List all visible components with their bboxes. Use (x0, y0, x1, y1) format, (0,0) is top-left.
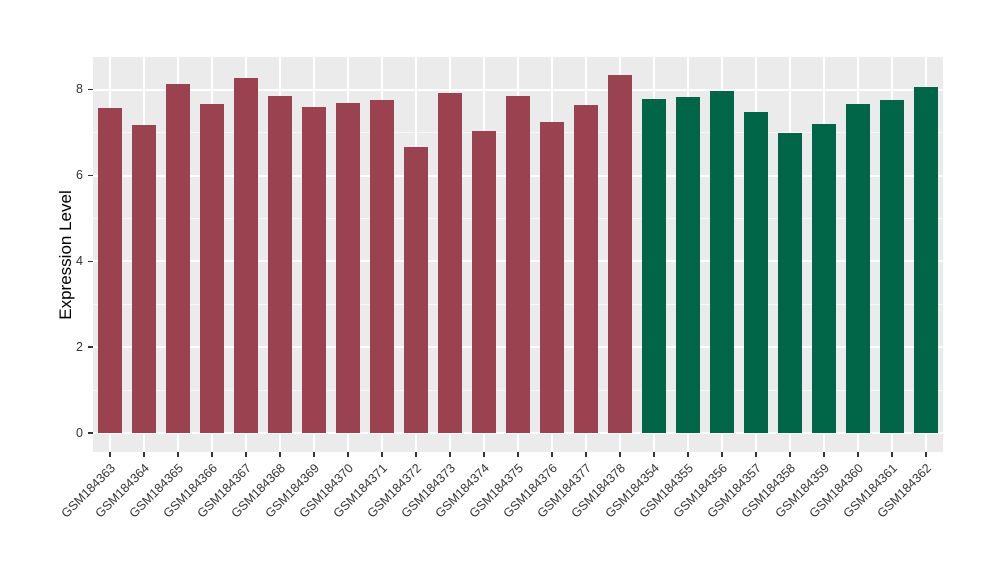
x-tick (347, 452, 349, 457)
y-tick-label: 8 (76, 82, 83, 97)
x-tick (687, 452, 689, 457)
bar-GSM184360 (845, 103, 871, 434)
bar-GSM184373 (437, 93, 463, 434)
y-tick-label: 4 (76, 253, 83, 268)
bar-GSM184359 (811, 123, 837, 434)
x-tick (653, 452, 655, 457)
bar-GSM184371 (369, 99, 395, 434)
bar-GSM184357 (743, 112, 769, 434)
y-tick (88, 174, 93, 177)
bar-GSM184364 (131, 124, 157, 434)
bar-GSM184362 (913, 87, 939, 434)
y-tick-label: 2 (76, 339, 83, 354)
bar-GSM184378 (607, 75, 633, 434)
bar-GSM184356 (709, 91, 735, 434)
x-tick (755, 452, 757, 457)
bar-GSM184365 (165, 84, 191, 434)
x-tick (279, 452, 281, 457)
x-tick (211, 452, 213, 457)
x-tick (789, 452, 791, 457)
bar-GSM184366 (199, 103, 225, 434)
bar-GSM184372 (403, 147, 429, 434)
y-tick (88, 88, 93, 91)
x-tick (925, 452, 927, 457)
x-tick (415, 452, 417, 457)
x-tick (483, 452, 485, 457)
y-gridline-major (93, 88, 943, 91)
x-tick (721, 452, 723, 457)
bar-GSM184363 (97, 108, 123, 434)
x-tick (313, 452, 315, 457)
bar-GSM184375 (505, 96, 531, 434)
x-tick (857, 452, 859, 457)
bar-GSM184376 (539, 121, 565, 434)
bar-GSM184370 (335, 102, 361, 434)
y-gridline-major (93, 432, 943, 435)
bar-GSM184374 (471, 131, 497, 434)
x-tick (585, 452, 587, 457)
x-tick (381, 452, 383, 457)
x-tick (823, 452, 825, 457)
x-tick (517, 452, 519, 457)
x-tick (143, 452, 145, 457)
x-tick (449, 452, 451, 457)
bar-GSM184355 (675, 96, 701, 434)
y-tick-label: 0 (76, 425, 83, 440)
bar-GSM184361 (879, 100, 905, 434)
x-tick (109, 452, 111, 457)
x-tick (619, 452, 621, 457)
x-tick (177, 452, 179, 457)
y-tick-label: 6 (76, 168, 83, 182)
x-tick (551, 452, 553, 457)
y-tick (88, 346, 93, 349)
bar-GSM184358 (777, 132, 803, 434)
x-tick (891, 452, 893, 457)
bar-GSM184377 (573, 104, 599, 434)
bar-GSM184354 (641, 99, 667, 434)
bar-GSM184369 (301, 106, 327, 434)
x-tick (245, 452, 247, 457)
plot-area (93, 57, 943, 452)
y-tick (88, 432, 93, 434)
bar-GSM184368 (267, 96, 293, 434)
bar-GSM184367 (233, 78, 259, 434)
y-tick (88, 260, 93, 263)
